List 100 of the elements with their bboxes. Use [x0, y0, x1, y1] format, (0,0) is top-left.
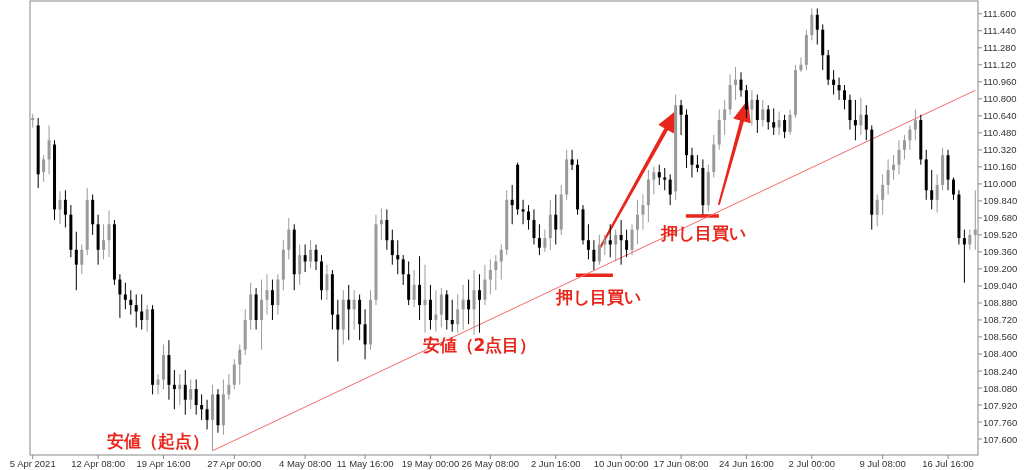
candlestick: [232, 358, 236, 390]
candlestick: [597, 234, 601, 266]
candlestick: [723, 99, 727, 136]
y-tick-label: 109.040: [983, 280, 1018, 292]
candlestick: [483, 264, 487, 306]
candlestick: [652, 166, 656, 196]
x-tick-label: 24 Jun 16:00: [718, 458, 774, 469]
candlestick: [815, 7, 819, 46]
candlestick: [603, 234, 607, 256]
candlestick: [434, 289, 438, 333]
candlestick: [325, 264, 329, 301]
x-tick-label: 10 Jun 00:00: [593, 458, 649, 469]
candlestick: [913, 108, 917, 141]
candlestick: [570, 149, 574, 171]
candlestick: [532, 208, 536, 245]
candlestick: [298, 243, 302, 286]
candlestick: [772, 107, 776, 136]
candlestick: [619, 219, 623, 266]
candlestick: [156, 373, 160, 395]
candlestick: [783, 114, 787, 139]
candlestick: [690, 147, 694, 178]
candlestick: [134, 293, 138, 328]
x-tick-label: 9 Jul 08:00: [859, 458, 906, 469]
candlestick: [467, 279, 471, 325]
candlestick: [788, 108, 792, 136]
candlestick: [679, 99, 683, 136]
candlestick: [461, 284, 465, 331]
candlestick: [902, 134, 906, 160]
annotation: 安値（2点目）: [422, 334, 537, 355]
annotation: 押し目買い: [660, 222, 747, 243]
candlestick: [641, 194, 645, 231]
candlestick: [401, 254, 405, 286]
candlestick: [42, 154, 46, 183]
x-tick-label: 2 Jul 00:00: [788, 458, 836, 469]
candlestick: [761, 99, 765, 127]
y-tick-label: 110.480: [983, 127, 1017, 139]
y-tick-label: 109.680: [983, 212, 1018, 224]
annotation: 安値（起点）: [106, 430, 209, 451]
candlestick: [630, 223, 634, 256]
candlestick: [336, 299, 340, 362]
y-tick-label: 111.120: [983, 59, 1016, 71]
candlestick: [635, 199, 639, 245]
candlestick: [734, 66, 738, 101]
candlestick: [314, 243, 318, 271]
candlestick: [63, 189, 67, 228]
candlestick: [450, 299, 454, 333]
candlestick: [309, 239, 313, 269]
candlestick: [47, 124, 51, 175]
candlestick: [668, 173, 672, 206]
candlestick: [930, 169, 934, 210]
candlestick: [537, 223, 541, 256]
candlestick: [766, 104, 770, 131]
y-tick-label: 109.200: [983, 263, 1018, 275]
y-tick-label: 108.400: [983, 348, 1018, 360]
candlestick: [80, 243, 84, 275]
candlestick: [488, 258, 492, 295]
candlestick: [510, 184, 514, 225]
y-tick-label: 109.360: [983, 246, 1018, 258]
candlestick: [951, 177, 955, 201]
candlestick: [303, 243, 307, 273]
annotation: 押し目買い: [555, 287, 642, 307]
y-tick-label: 108.880: [983, 297, 1018, 309]
candlestick: [118, 273, 122, 319]
y-tick-label: 109.840: [983, 195, 1018, 207]
candlestick: [853, 99, 857, 141]
candlestick: [625, 229, 629, 258]
candlestick: [973, 189, 977, 251]
candlestick: [543, 229, 547, 253]
candlestick: [390, 229, 394, 266]
y-tick-label: 110.800: [983, 93, 1017, 105]
candlestick: [908, 124, 912, 151]
x-tick-label: 27 Apr 00:00: [207, 458, 262, 469]
candlestick: [848, 94, 852, 131]
x-tick-label: 12 Apr 08:00: [71, 458, 126, 469]
y-tick-label: 111.600: [983, 8, 1016, 20]
candlestick: [837, 77, 841, 101]
candlestick: [875, 194, 879, 227]
candlestick: [238, 343, 242, 386]
candlestick: [832, 69, 836, 96]
y-tick-label: 110.960: [983, 76, 1017, 88]
candlestick: [194, 379, 198, 416]
candlestick: [864, 104, 868, 141]
candlestick: [810, 7, 814, 41]
candlestick: [363, 308, 367, 360]
x-tick-label: 26 May 08:00: [461, 458, 520, 469]
candlestick: [859, 97, 863, 136]
candlestick: [886, 158, 890, 196]
candlestick: [102, 223, 106, 260]
y-tick-label: 107.600: [983, 433, 1018, 445]
candlestick: [881, 173, 885, 216]
x-tick-label: 19 Apr 16:00: [136, 458, 191, 469]
candlestick: [586, 223, 590, 260]
candlestick: [592, 239, 596, 271]
candlestick: [412, 269, 416, 308]
candlestick: [178, 373, 182, 406]
candlestick: [428, 284, 432, 331]
candlestick: [140, 293, 144, 331]
y-tick-label: 107.920: [983, 399, 1018, 411]
y-tick-label: 108.240: [983, 365, 1018, 377]
candlestick: [145, 304, 149, 333]
